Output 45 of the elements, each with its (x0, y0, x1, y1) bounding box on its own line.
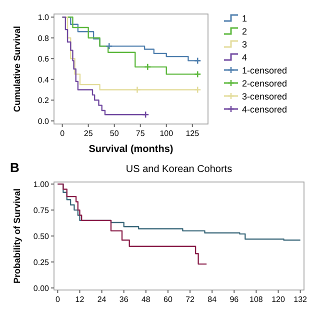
y-tick-label: 0.75 (33, 206, 50, 216)
y-tick-label: 0.2 (38, 96, 50, 106)
chart-title: US and Korean Cohorts (126, 164, 232, 175)
x-tick-label: 125 (186, 129, 200, 138)
y-tick-label: 0.0 (38, 116, 50, 126)
legend-label: 4 (242, 52, 248, 62)
legend-label: 2 (242, 26, 248, 36)
x-tick-label: 120 (272, 295, 286, 304)
x-tick-label: 24 (97, 295, 107, 304)
x-tick-label: 60 (164, 295, 173, 304)
y-tick-label: 1.0 (38, 13, 50, 22)
x-tick-label: 100 (160, 129, 174, 138)
x-axis-title: Survival (months) (88, 144, 174, 155)
y-tick-label: 0.00 (33, 284, 50, 293)
text: B (10, 160, 20, 175)
x-tick-label: 48 (141, 295, 151, 304)
y-tick-label: 0.50 (33, 232, 50, 241)
x-tick-label: 132 (294, 295, 308, 304)
legend-label: 4-censored (242, 104, 288, 114)
x-tick-label: 108 (250, 295, 264, 304)
legend-label: 1-censored (242, 66, 288, 76)
x-tick-label: 0 (60, 129, 66, 138)
y-tick-label: 0.8 (38, 34, 50, 43)
x-tick-label: 0 (55, 295, 60, 304)
x-tick-label: 12 (75, 295, 85, 304)
x-tick-label: 84 (208, 295, 218, 304)
y-tick-label: 0.6 (38, 54, 50, 64)
x-tick-label: 25 (84, 129, 94, 138)
legend-label: 3 (242, 40, 248, 50)
legend-label: 2-censored (242, 78, 288, 88)
y-tick-label: 0.4 (38, 75, 50, 84)
legend-label: 1 (242, 14, 248, 24)
point (134, 86, 141, 94)
point (144, 63, 152, 71)
point (106, 42, 113, 50)
x-tick-label: 50 (110, 129, 120, 138)
x-tick-label: 72 (186, 295, 196, 304)
y-axis-title: Cumulative Survival (12, 26, 22, 112)
legend-label: 3-censored (242, 92, 288, 102)
x-tick-label: 96 (230, 295, 240, 304)
x-tick-label: 36 (119, 295, 129, 304)
y-tick-label: 1.00 (33, 180, 50, 190)
x-tick-label: 75 (136, 129, 146, 138)
y-axis-title: Probability of Survival (12, 188, 22, 284)
y-tick-label: 0.25 (33, 258, 50, 267)
